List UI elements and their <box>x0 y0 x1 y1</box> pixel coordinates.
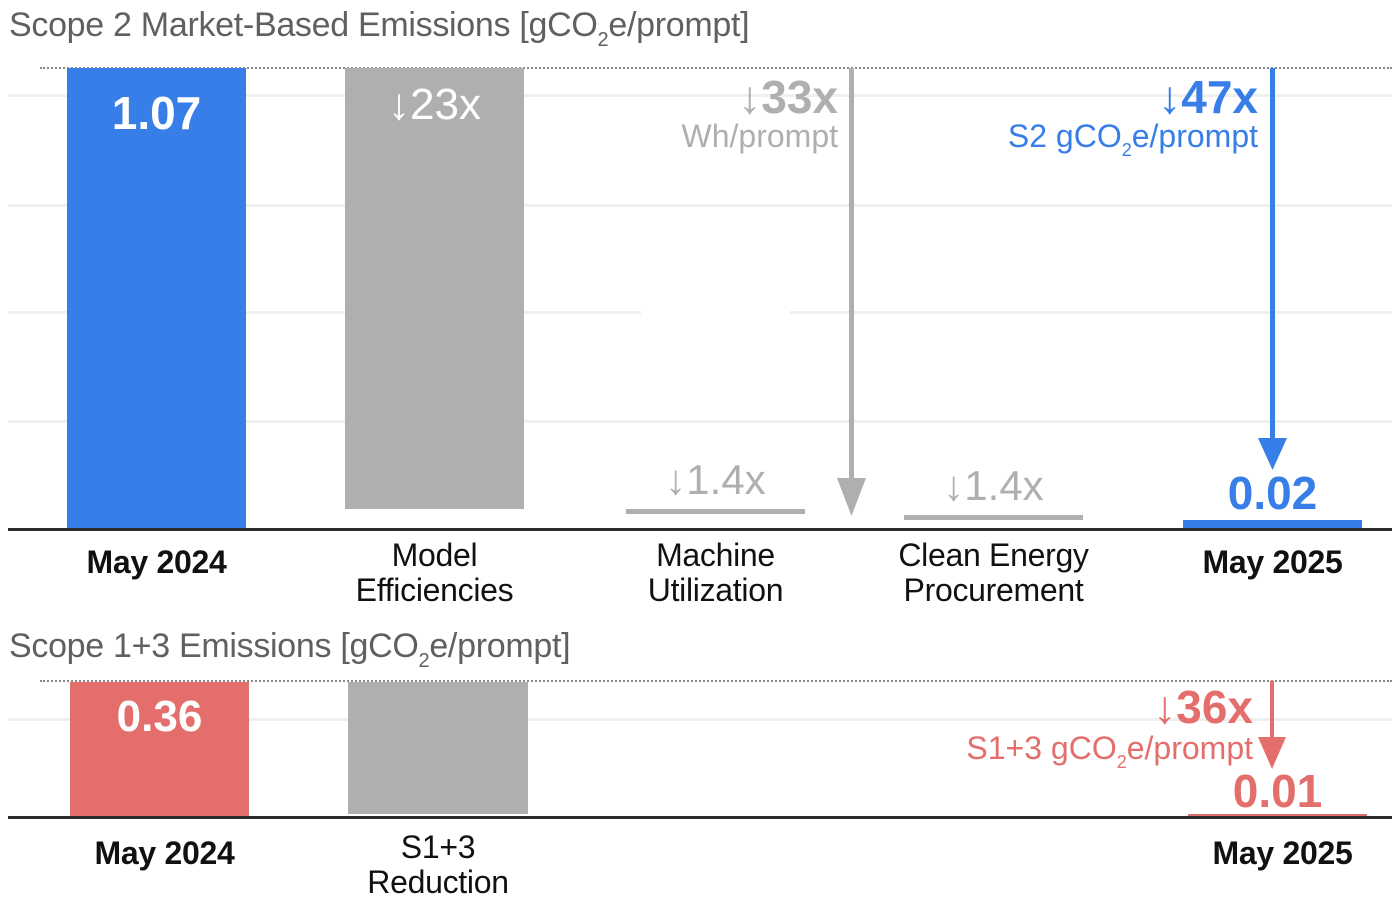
bar-may-2025 <box>1183 520 1362 529</box>
category-label: Model Efficiencies <box>315 538 554 608</box>
category-line: May 2025 <box>1202 544 1343 580</box>
title-text: Scope 2 Market-Based Emissions [gCO <box>9 6 598 44</box>
category-line: S1+3 <box>400 829 476 865</box>
title-text-suffix: e/prompt] <box>608 6 750 44</box>
category-line: Model <box>391 537 478 573</box>
bar-may-2024 <box>67 68 246 529</box>
bar-reduction-label: ↓23x <box>388 80 481 129</box>
s13-unit-subscript: 2 <box>1116 752 1127 772</box>
bar-reduction-label: ↓1.4x <box>665 456 766 503</box>
bar-s13-reduction <box>348 682 528 814</box>
s13-unit-label: S1+3 gCO2e/prompt <box>900 730 1253 771</box>
title-text-suffix: e/prompt] <box>429 627 571 665</box>
bar-value-label: 0.01 <box>1232 765 1323 817</box>
wh-factor-label: ↓33x <box>738 71 838 123</box>
category-line: Machine <box>656 537 775 573</box>
category-line: May 2025 <box>1212 835 1353 871</box>
category-line: Utilization <box>647 572 784 608</box>
bar-value-label: 0.36 <box>116 692 203 741</box>
s2-arrow-head-icon <box>1258 438 1287 470</box>
bar-value-label: 0.02 <box>1227 467 1318 519</box>
bar-value-label: 1.07 <box>111 87 202 139</box>
gridline <box>8 420 1392 423</box>
x-axis-baseline <box>8 816 1392 819</box>
s13-arrow-head-icon <box>1258 737 1286 769</box>
category-label: Clean Energy Procurement <box>864 538 1123 608</box>
s13-factor-label: ↓36x <box>1153 681 1253 733</box>
top-reference-dotted-line <box>40 67 1392 69</box>
category-line: May 2024 <box>94 835 235 871</box>
wh-unit-label: Wh/prompt <box>681 118 838 154</box>
s2-arrow-shaft <box>1270 68 1275 448</box>
title-text: Scope 1+3 Emissions [gCO <box>9 627 419 665</box>
s13-unit-text-suffix: e/prompt <box>1126 730 1253 766</box>
s2-unit-label: S2 gCO2e/prompt <box>940 118 1258 159</box>
s13-unit-text: S1+3 gCO <box>966 730 1117 766</box>
category-line: May 2024 <box>86 544 227 580</box>
wh-arrow-head-icon <box>837 478 866 516</box>
gridline <box>8 94 1392 97</box>
category-line: Clean Energy <box>898 537 1089 573</box>
category-label: May 2025 <box>1168 836 1392 871</box>
gridline <box>8 718 1392 721</box>
gridline <box>8 311 641 314</box>
category-line: Efficiencies <box>355 572 514 608</box>
bar-clean-energy-procurement <box>904 515 1083 520</box>
title-subscript: 2 <box>597 29 609 51</box>
top-chart-title: Scope 2 Market-Based Emissions [gCO2e/pr… <box>9 6 750 50</box>
category-label: Machine Utilization <box>596 538 835 608</box>
category-label: May 2024 <box>47 545 266 580</box>
s2-factor-label: ↓47x <box>1158 71 1258 123</box>
bar-may-2024-s13 <box>70 682 249 817</box>
gridline <box>8 204 1392 207</box>
bar-may-2025-s13 <box>1188 814 1367 817</box>
bar-reduction-label: ↓1.4x <box>943 462 1044 509</box>
category-line: Procurement <box>903 572 1084 608</box>
category-label: S1+3 Reduction <box>318 830 558 900</box>
s2-unit-text-suffix: e/prompt <box>1131 118 1258 154</box>
x-axis-baseline <box>8 528 1392 531</box>
wh-arrow-shaft <box>849 68 854 486</box>
bar-model-efficiencies <box>345 68 524 509</box>
bottom-chart-title: Scope 1+3 Emissions [gCO2e/prompt] <box>9 627 571 671</box>
s13-arrow-shaft <box>1270 681 1274 741</box>
title-subscript: 2 <box>418 650 430 672</box>
category-label: May 2025 <box>1163 545 1382 580</box>
bar-machine-utilization <box>626 509 805 514</box>
category-line: Reduction <box>367 864 509 900</box>
category-label: May 2024 <box>50 836 279 871</box>
gridline <box>790 311 1392 314</box>
bottom-reference-dotted-line <box>40 680 1392 682</box>
s2-unit-subscript: 2 <box>1121 140 1132 160</box>
s2-unit-text: S2 gCO <box>1007 118 1122 154</box>
